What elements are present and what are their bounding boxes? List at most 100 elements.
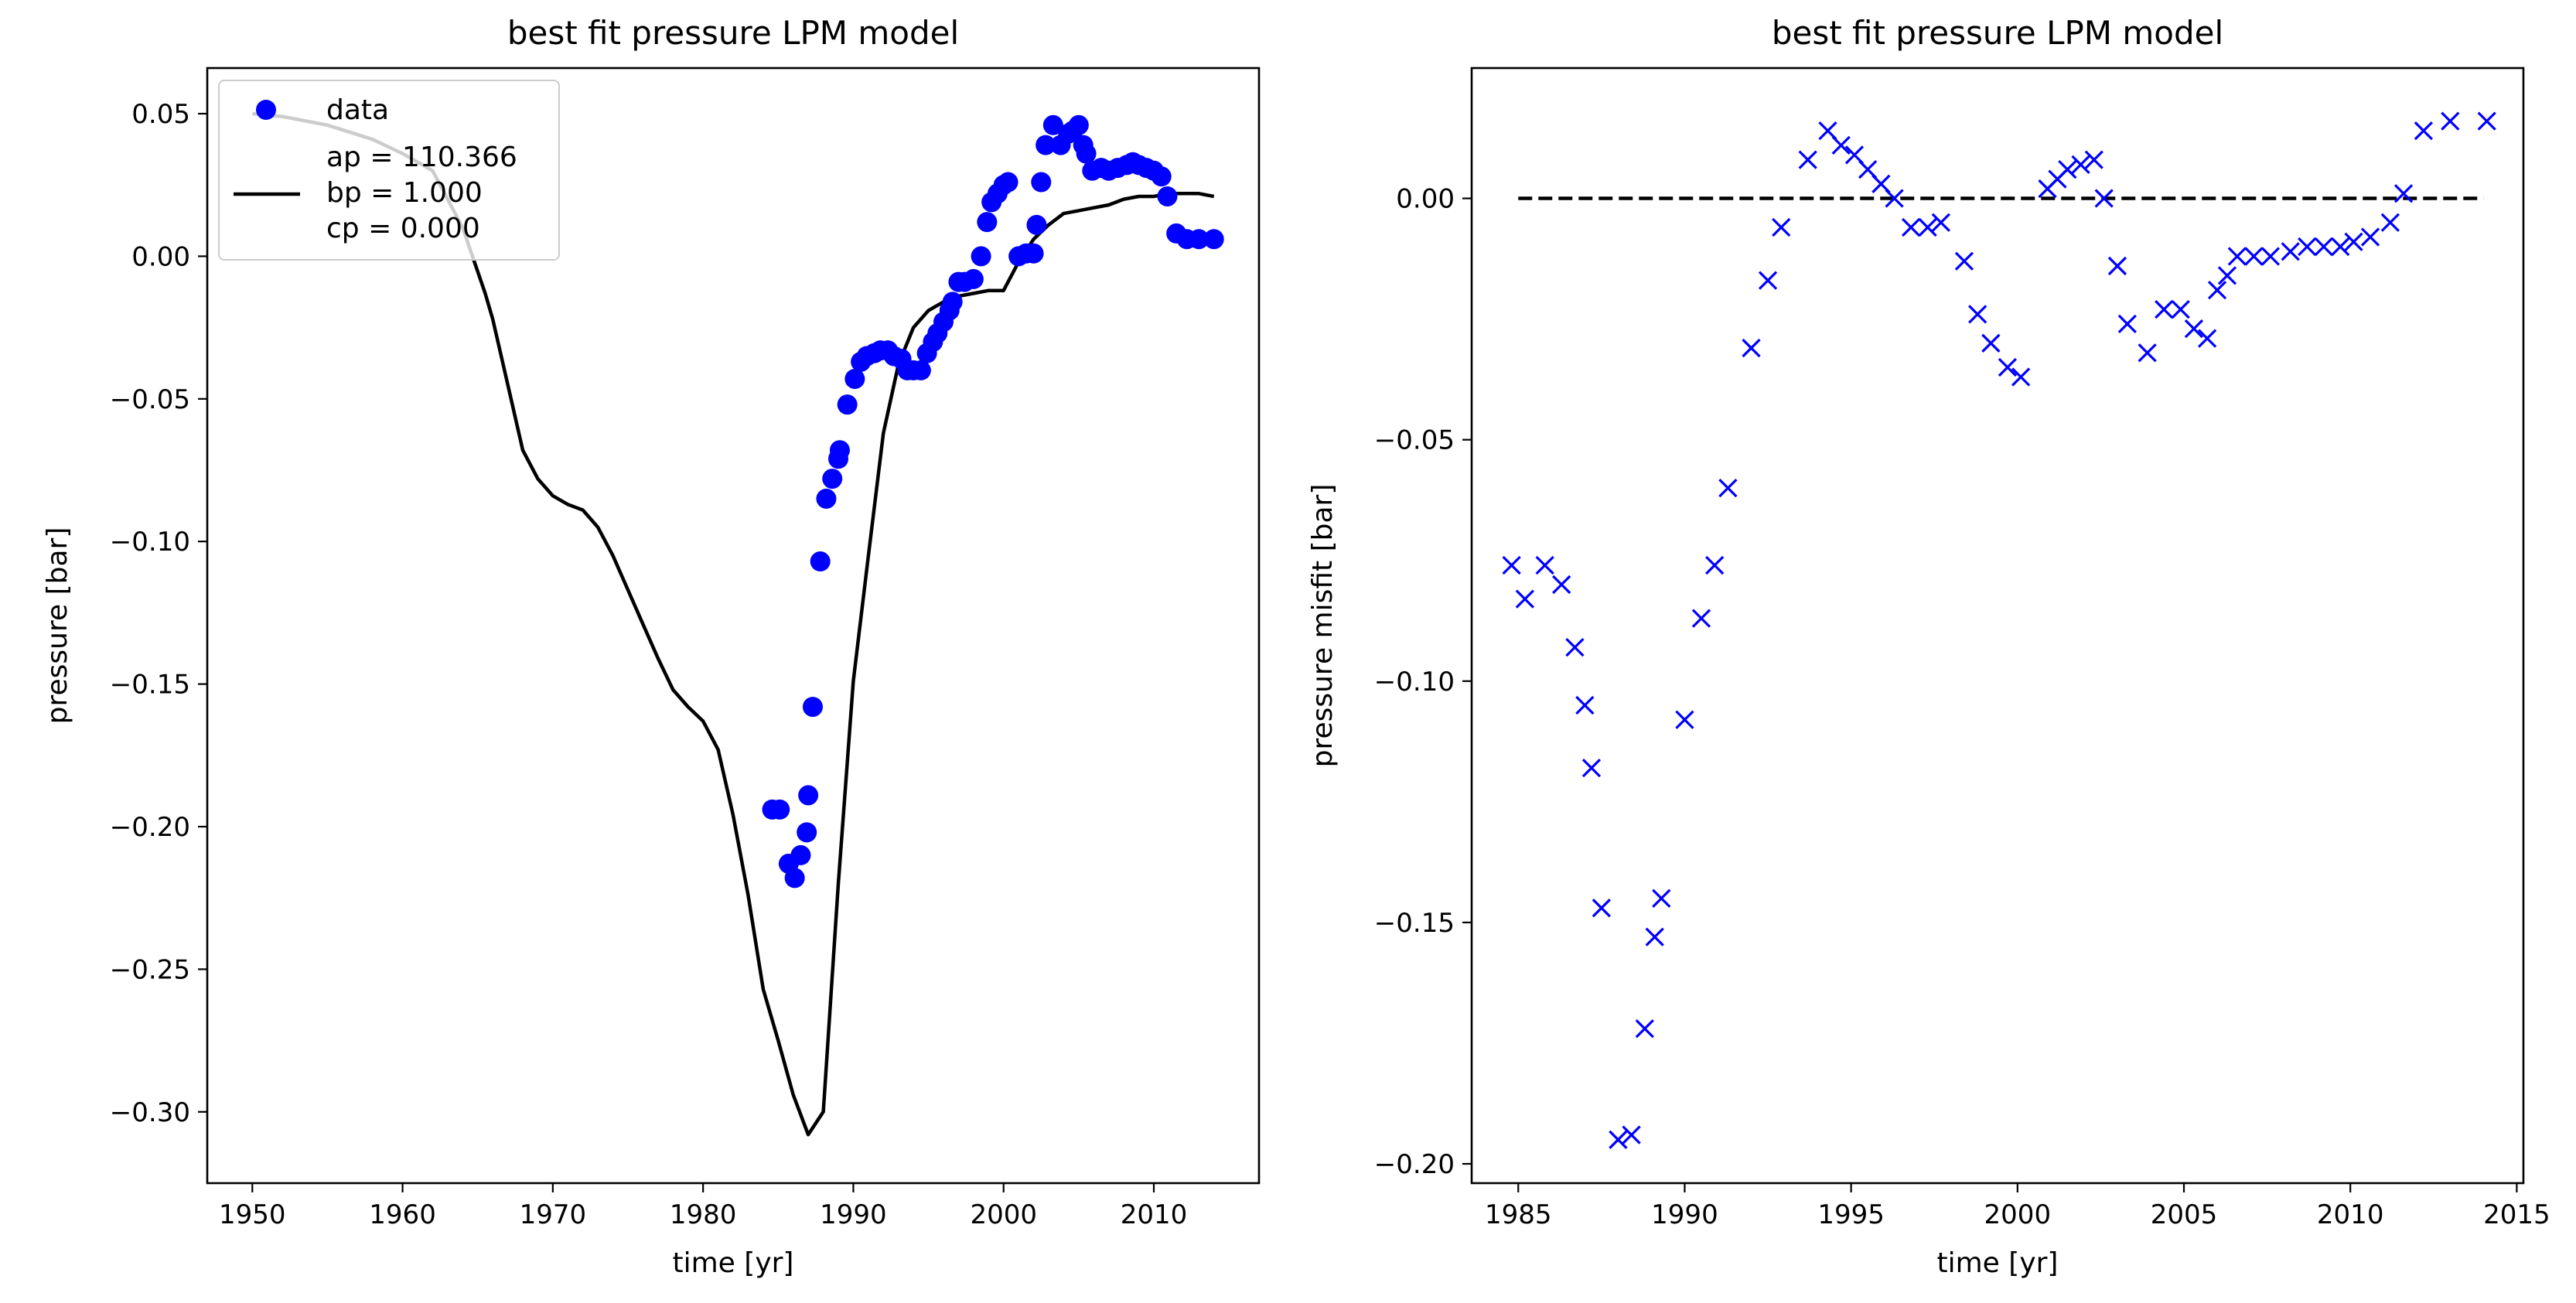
legend: data ap = 110.366 bp = 1.000 cp = 0.000 [218, 80, 560, 261]
legend-entry-model-line-1: ap = 110.366 [326, 142, 517, 173]
x-tick-label: 2010 [1121, 1199, 1188, 1230]
misfit-point [1581, 759, 1602, 778]
misfit-point [2380, 213, 2400, 232]
misfit-point [1609, 1130, 1628, 1149]
misfit-point [1691, 609, 1711, 628]
y-tick-label: −0.20 [110, 812, 190, 843]
plot-area [1502, 111, 2496, 1149]
misfit-point [2441, 111, 2460, 131]
data-point [977, 212, 998, 233]
misfit-point [2198, 329, 2217, 348]
x-tick-label: 1970 [520, 1199, 587, 1230]
x-tick-label: 1980 [670, 1199, 737, 1230]
data-point [1068, 114, 1089, 135]
misfit-point [1645, 927, 1664, 947]
x-axis-label: time [yr] [673, 1247, 794, 1279]
data-point [910, 360, 931, 380]
y-axis-ticks: 0.05 0.00 −0.05 −0.10 −0.15 −0.20 −0.25 −0.30 [110, 99, 207, 1128]
misfit-point [2217, 266, 2237, 285]
x-tick-label: 2015 [2483, 1199, 2550, 1230]
x-tick-label: 1990 [820, 1199, 887, 1230]
misfit-point [1772, 217, 1791, 237]
x-axis-label: time [yr] [1937, 1247, 2059, 1279]
data-point [1023, 243, 1044, 264]
plot-area [252, 111, 1224, 1137]
misfit-point [2298, 237, 2317, 257]
misfit-point [1998, 357, 2018, 377]
misfit-point [2344, 232, 2363, 251]
x-tick-label: 2010 [2317, 1199, 2384, 1230]
x-axis-ticks: 1985 1990 1995 2000 2005 2010 2015 [1485, 1183, 2550, 1230]
data-point [1076, 143, 1097, 164]
data-point [1026, 214, 1047, 235]
data-point [998, 172, 1018, 193]
data-point [810, 551, 831, 572]
misfit-point [1758, 271, 1778, 290]
y-tick-label: −0.30 [110, 1097, 190, 1128]
data-point [816, 488, 837, 509]
data-point [784, 868, 805, 889]
misfit-point [2084, 150, 2103, 169]
misfit-point [1535, 555, 1554, 575]
x-tick-label: 2000 [970, 1199, 1037, 1230]
misfit-point [1575, 695, 1595, 715]
x-tick-label: 1995 [1817, 1199, 1885, 1230]
misfit-point [2138, 343, 2157, 363]
y-tick-label: −0.20 [1374, 1149, 1455, 1180]
misfit-point [2117, 314, 2137, 333]
data-point [1189, 229, 1210, 250]
misfit-point [1885, 189, 1904, 208]
data-point [1203, 229, 1224, 250]
data-point [844, 368, 865, 389]
chart-pressure-misfit: best fit pressure LPM model 0.00 −0.05 −0.… [1307, 14, 2550, 1279]
data-point [829, 440, 850, 461]
data-point [769, 799, 790, 820]
misfit-point [1552, 575, 1571, 595]
misfit-point [1981, 333, 2001, 353]
x-tick-label: 2005 [2151, 1199, 2218, 1230]
model-line [252, 111, 1215, 1137]
y-axis-ticks: 0.00 −0.05 −0.10 −0.15 −0.20 [1374, 184, 1472, 1180]
x-tick-label: 2000 [1984, 1199, 2052, 1230]
misfit-point [2107, 256, 2127, 276]
misfit-point [1705, 555, 1725, 575]
misfit-point [2331, 237, 2350, 257]
y-tick-label: −0.05 [1374, 425, 1455, 456]
misfit-point [1622, 1125, 1641, 1144]
misfit-point [2281, 242, 2300, 261]
x-tick-label: 1960 [369, 1199, 436, 1230]
misfit-point [1652, 889, 1671, 908]
misfit-point [1742, 338, 1761, 358]
data-point [1031, 172, 1052, 193]
y-tick-label: 0.00 [131, 241, 190, 272]
y-tick-label: −0.10 [110, 527, 190, 558]
misfit-point [2171, 299, 2190, 319]
y-tick-label: 0.05 [131, 99, 190, 130]
y-axis-label: pressure misfit [bar] [1307, 484, 1339, 768]
data-point [942, 292, 963, 312]
misfit-point [2071, 155, 2090, 174]
misfit-point [2207, 281, 2227, 300]
misfit-point [2414, 121, 2434, 141]
legend-entry-model-line-3: cp = 0.000 [326, 213, 480, 244]
data-point [797, 822, 817, 843]
misfit-point [1675, 710, 1694, 729]
y-tick-label: −0.15 [1374, 908, 1455, 939]
misfit-point [1954, 251, 1974, 271]
misfit-point [2393, 184, 2414, 203]
misfit-point [1592, 899, 1611, 918]
misfit-point [2260, 247, 2281, 266]
chart-pressure-fit: best fit pressure LPM model 0.05 0.00 −0.0… [42, 14, 1261, 1279]
misfit-point [2477, 111, 2496, 131]
x-tick-label: 1985 [1485, 1199, 1552, 1230]
x-axis-ticks: 1950 1960 1970 1980 1990 2000 2010 [219, 1183, 1187, 1230]
data-point [971, 246, 991, 267]
misfit-point [1931, 213, 1950, 232]
misfit-point [2184, 319, 2204, 339]
misfit-point [1515, 589, 1534, 609]
y-tick-label: −0.10 [1374, 667, 1455, 698]
data-point [963, 268, 984, 289]
chart-title: best fit pressure LPM model [1772, 14, 2223, 52]
misfit-point [2360, 227, 2380, 247]
